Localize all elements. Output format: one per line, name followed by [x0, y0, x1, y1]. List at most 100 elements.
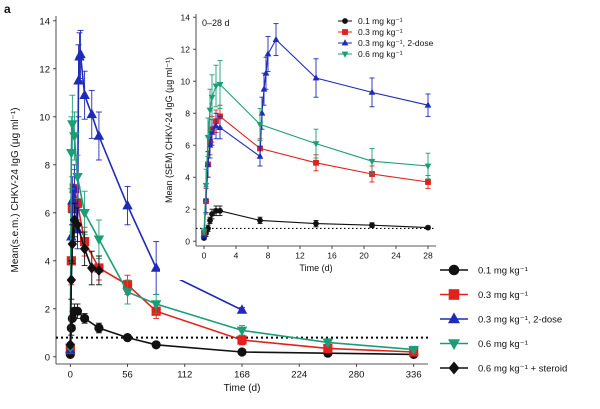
- legend-marker: [447, 339, 461, 351]
- legend-label: 0.3 mg kg⁻¹: [478, 290, 528, 301]
- inset-data-point: [260, 85, 268, 92]
- inset-legend-marker: [341, 39, 349, 46]
- inset-y-tick-label: 2: [185, 205, 190, 215]
- main-y-axis-label: Mean(s.e.m.) CHKV-24 IgG (µg ml⁻¹): [10, 108, 21, 273]
- main-data-point: [237, 335, 247, 345]
- inset-data-point: [212, 83, 220, 90]
- inset-x-tick-label: 12: [295, 251, 305, 261]
- main-data-point: [237, 347, 247, 357]
- inset-y-tick-label: 10: [181, 77, 191, 87]
- main-data-point: [73, 75, 84, 85]
- main-y-tick-label: 2: [45, 304, 50, 315]
- inset-series-line: [203, 38, 429, 235]
- inset-data-point: [258, 109, 266, 116]
- inset-data-point: [200, 229, 208, 236]
- inset-data-point: [256, 122, 264, 129]
- main-x-tick-label: 336: [406, 370, 422, 381]
- main-data-point: [322, 338, 334, 349]
- inset-data-point: [425, 224, 431, 231]
- inset-data-point: [204, 134, 212, 141]
- main-x-tick-label: 0: [68, 370, 73, 381]
- inset-data-point: [206, 141, 214, 148]
- inset-x-tick-label: 0: [202, 251, 207, 261]
- main-data-point: [94, 323, 104, 333]
- inset-y-tick-label: 12: [181, 45, 191, 55]
- legend-label: 0.6 mg kg⁻¹ + steroid: [478, 364, 567, 375]
- main-data-point: [79, 209, 90, 219]
- main-data-point: [69, 132, 80, 142]
- inset-series-3: [200, 59, 432, 236]
- inset-data-point: [217, 207, 223, 214]
- inset-data-point: [369, 222, 375, 229]
- main-data-point: [122, 199, 133, 210]
- main-data-point: [72, 306, 83, 316]
- main-data-point: [150, 300, 162, 310]
- main-y-tick-label: 10: [39, 112, 50, 123]
- inset-legend-marker: [342, 29, 348, 35]
- inset-y-tick-label: 8: [185, 109, 190, 119]
- inset-data-point: [262, 69, 270, 76]
- legend-label: 0.3 mg kg⁻¹, 2-dose: [478, 315, 562, 326]
- inset-data-point: [257, 217, 263, 224]
- main-data-point: [151, 340, 161, 350]
- inset-data-point: [313, 159, 319, 166]
- inset-data-point: [212, 122, 220, 129]
- main-y-tick-label: 12: [39, 64, 50, 75]
- inset-data-point: [424, 163, 432, 170]
- main-data-point: [93, 130, 105, 140]
- main-data-point: [79, 243, 90, 255]
- inset-legend-marker: [341, 51, 349, 58]
- main-series-3: [65, 94, 419, 356]
- main-x-tick-label: 168: [234, 370, 250, 381]
- legend-label: 0.1 mg kg⁻¹: [478, 266, 528, 277]
- main-legend: 0.1 mg kg⁻¹ 0.3 mg kg⁻¹ 0.3 mg kg⁻¹, 2-dos…: [440, 264, 567, 375]
- inset-data-point: [216, 123, 224, 130]
- inset-x-tick-label: 8: [266, 251, 271, 261]
- inset-title: 0–28 d: [202, 18, 230, 28]
- inset-y-tick-label: 6: [185, 141, 190, 151]
- main-data-point: [75, 48, 86, 59]
- inset-data-point: [264, 50, 272, 57]
- legend-marker: [448, 289, 460, 300]
- inset-data-point: [272, 35, 280, 42]
- main-data-point: [94, 264, 104, 277]
- inset-x-axis-label: Time (d): [299, 263, 332, 273]
- main-data-point: [87, 262, 97, 274]
- inset-data-point: [312, 141, 320, 148]
- inset-legend-label: 0.6 mg kg⁻¹: [358, 49, 403, 59]
- main-y-tick-label: 4: [45, 256, 50, 267]
- main-x-tick-label: 112: [177, 370, 192, 381]
- main-data-point: [79, 89, 90, 99]
- inset-series-0: [201, 205, 431, 241]
- inset-x-tick-label: 28: [423, 251, 433, 261]
- inset-data-point: [216, 82, 224, 89]
- main-x-tick-label: 224: [291, 370, 307, 381]
- main-x-tick-label: 56: [122, 370, 133, 381]
- inset-y-tick-label: 14: [181, 13, 191, 23]
- main-data-point: [86, 108, 98, 119]
- main-data-point: [67, 120, 78, 130]
- main-y-tick-label: 8: [45, 160, 50, 171]
- main-y-tick-label: 6: [45, 208, 50, 219]
- main-data-point: [93, 235, 105, 245]
- inset-data-point: [424, 101, 432, 108]
- inset-x-tick-label: 4: [234, 251, 239, 261]
- main-data-point: [69, 183, 80, 193]
- main-data-point: [72, 173, 83, 183]
- inset-data-point: [368, 158, 376, 165]
- inset-x-tick-label: 24: [391, 251, 401, 261]
- panel-label: a: [4, 2, 11, 16]
- main-data-point: [236, 326, 248, 337]
- inset-legend-label: 0.3 mg kg⁻¹: [358, 27, 403, 37]
- main-data-point: [236, 304, 248, 314]
- inset-x-tick-label: 16: [327, 251, 337, 261]
- inset-data-point: [313, 220, 319, 227]
- inset-x-tick-label: 20: [359, 251, 369, 261]
- main-data-point: [66, 149, 77, 159]
- inset-data-point: [202, 182, 210, 189]
